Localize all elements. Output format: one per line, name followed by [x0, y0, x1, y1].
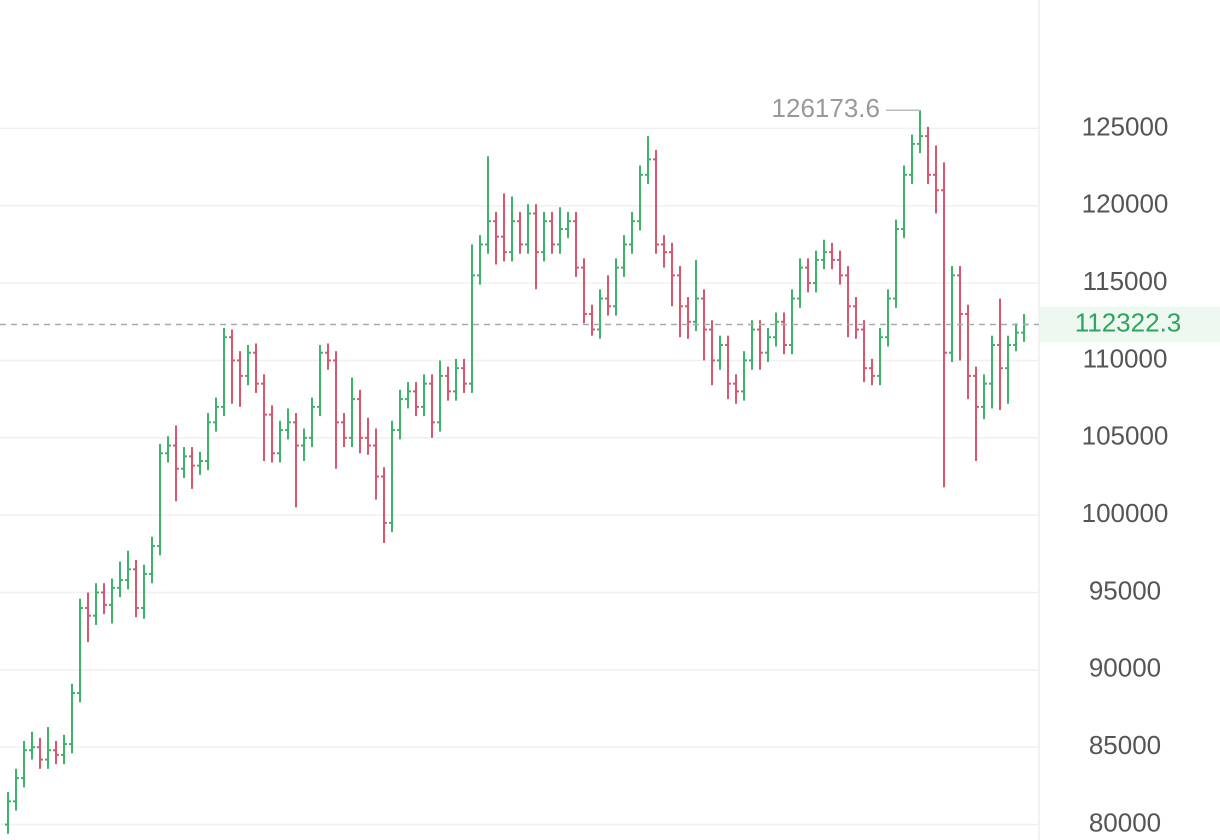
y-tick-label: 120000	[1082, 189, 1169, 219]
y-tick-label: 80000	[1089, 807, 1161, 837]
y-tick-label: 90000	[1089, 653, 1161, 683]
y-tick-label: 100000	[1082, 498, 1169, 528]
y-tick-label: 115000	[1083, 266, 1168, 296]
y-tick-label: 125000	[1082, 111, 1169, 141]
last-price-label: 112322.3	[1075, 307, 1182, 337]
y-tick-label: 110000	[1083, 343, 1168, 373]
y-tick-label: 95000	[1089, 575, 1161, 605]
y-tick-label: 85000	[1089, 730, 1161, 760]
y-tick-label: 105000	[1082, 421, 1169, 451]
last-price-box	[1040, 306, 1220, 343]
max-price-label: 126173.6	[772, 93, 880, 123]
